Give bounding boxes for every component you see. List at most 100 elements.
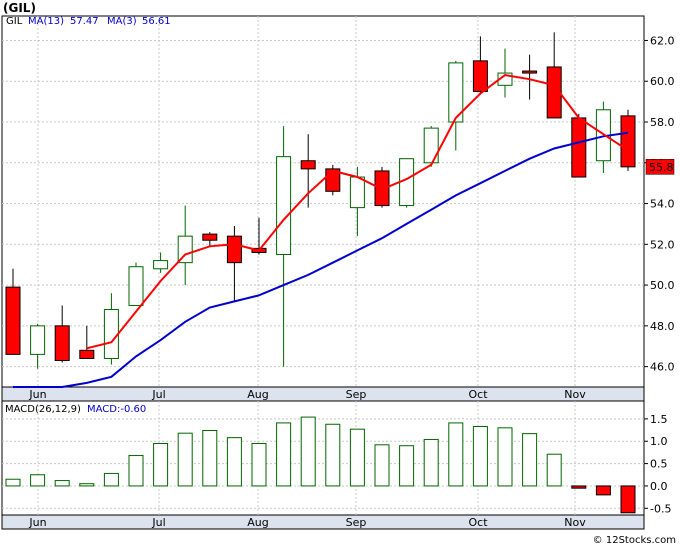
macd-y-axis: 1.5 1.0 0.5 0.0 -0.5 bbox=[644, 413, 671, 515]
price-y-tick-label: 50.0 bbox=[650, 279, 675, 292]
macd-bar bbox=[571, 485, 587, 489]
macd-bar bbox=[546, 453, 562, 487]
macd-x-tick-label: Nov bbox=[564, 516, 586, 529]
price-y-tick-label: 54.0 bbox=[650, 198, 675, 211]
legend-ma13-label: MA(13) bbox=[28, 16, 64, 27]
candle bbox=[54, 305, 70, 363]
candle bbox=[349, 166, 365, 237]
macd-bar bbox=[472, 425, 488, 487]
macd-bar bbox=[399, 445, 415, 487]
candle-body bbox=[202, 233, 218, 241]
candle bbox=[79, 325, 95, 359]
candle-body bbox=[128, 266, 144, 306]
macd-bar bbox=[153, 442, 169, 487]
ma13-line bbox=[13, 131, 629, 388]
macd-bar bbox=[103, 472, 119, 487]
macd-bar bbox=[226, 437, 242, 487]
candle bbox=[423, 126, 439, 167]
macd-bar bbox=[276, 422, 292, 487]
candle-body bbox=[349, 176, 365, 209]
macd-bar bbox=[522, 433, 538, 487]
macd-bar bbox=[423, 438, 439, 487]
price-y-tick-label: 46.0 bbox=[650, 361, 675, 374]
legend-ma13-value: 57.47 bbox=[70, 16, 99, 27]
macd-y-tick-label: -0.5 bbox=[650, 502, 671, 515]
chart-title: (GIL) bbox=[3, 1, 36, 15]
candle-body bbox=[300, 160, 316, 170]
candle-body bbox=[448, 62, 464, 123]
candle-body bbox=[103, 309, 119, 359]
macd-bar bbox=[251, 442, 267, 487]
candle bbox=[448, 60, 464, 151]
macd-y-tick-label: 1.5 bbox=[650, 413, 668, 426]
candle bbox=[5, 268, 21, 355]
macd-y-tick-label: 0.5 bbox=[650, 458, 668, 471]
macd-x-tick-label: Sep bbox=[346, 516, 367, 529]
candle-body bbox=[54, 325, 70, 362]
candle bbox=[128, 262, 144, 306]
macd-x-tick-label: Aug bbox=[247, 516, 268, 529]
macd-x-tick-label: Oct bbox=[468, 516, 488, 529]
macd-y-tick-label: 1.0 bbox=[650, 435, 668, 448]
candle bbox=[325, 164, 341, 196]
macd-legend-value: MACD:-0.60 bbox=[87, 404, 146, 415]
macd-panel: 1.5 1.0 0.5 0.0 -0.5 MACD(26,12,9) MACD:-0.6… bbox=[1, 400, 671, 530]
candle-body bbox=[226, 235, 242, 264]
candle-body bbox=[153, 260, 169, 270]
legend-ma3-label: MA(3) bbox=[107, 16, 137, 27]
legend-symbol: GIL bbox=[6, 16, 23, 27]
macd-bar bbox=[177, 432, 193, 487]
price-x-tick-label: Aug bbox=[247, 388, 268, 401]
macd-bar bbox=[349, 428, 365, 487]
macd-bar bbox=[595, 485, 611, 496]
candle-body bbox=[30, 325, 46, 355]
candle-body bbox=[79, 349, 95, 359]
price-panel: 46.048.050.052.054.056.058.060.062.0 55.… bbox=[1, 15, 675, 404]
price-legend: GIL MA(13) 57.47 MA(3) 56.61 bbox=[6, 16, 171, 27]
macd-bar bbox=[79, 483, 95, 487]
price-x-tick-label: Jul bbox=[151, 388, 165, 401]
candle bbox=[177, 205, 193, 286]
macd-bar bbox=[374, 444, 390, 487]
macd-x-axis-band bbox=[1, 514, 645, 530]
macd-bar bbox=[5, 478, 21, 487]
macd-x-axis: Jun Jul Aug Sep Oct Nov bbox=[28, 516, 586, 529]
price-y-tick-label: 58.0 bbox=[650, 116, 675, 129]
macd-bar bbox=[54, 480, 70, 487]
candle bbox=[30, 323, 46, 369]
candle bbox=[153, 252, 169, 273]
price-x-tick-label: Sep bbox=[346, 388, 367, 401]
ma3-line bbox=[86, 74, 629, 350]
macd-bar bbox=[128, 455, 144, 487]
candle bbox=[571, 113, 587, 178]
candle bbox=[522, 54, 538, 100]
candle bbox=[399, 158, 415, 208]
candle-body bbox=[5, 286, 21, 355]
macd-bar bbox=[448, 422, 464, 487]
last-price-label: 55.8 bbox=[649, 161, 674, 174]
macd-y-tick-label: 0.0 bbox=[650, 480, 668, 493]
last-price-box bbox=[645, 159, 675, 175]
candle-body bbox=[546, 66, 562, 119]
price-x-tick-label: Jun bbox=[28, 388, 46, 401]
macd-x-tick-label: Jul bbox=[151, 516, 165, 529]
macd-bar bbox=[325, 423, 341, 487]
macd-legend-label: MACD(26,12,9) bbox=[5, 404, 81, 415]
candle bbox=[620, 109, 636, 171]
candle-body bbox=[571, 117, 587, 178]
macd-histogram bbox=[5, 416, 636, 514]
legend-ma3-value: 56.61 bbox=[142, 16, 171, 27]
price-y-tick-label: 52.0 bbox=[650, 238, 675, 251]
candle-body bbox=[177, 235, 193, 264]
macd-bar bbox=[620, 485, 636, 514]
macd-x-tick-label: Jun bbox=[28, 516, 46, 529]
macd-bar bbox=[300, 416, 316, 487]
candle bbox=[202, 232, 218, 247]
candle bbox=[546, 32, 562, 119]
candlestick-series bbox=[5, 32, 636, 369]
price-y-axis: 46.048.050.052.054.056.058.060.062.0 bbox=[644, 34, 675, 374]
candle bbox=[226, 225, 242, 302]
macd-bar bbox=[202, 430, 218, 487]
price-y-tick-label: 62.0 bbox=[650, 34, 675, 47]
